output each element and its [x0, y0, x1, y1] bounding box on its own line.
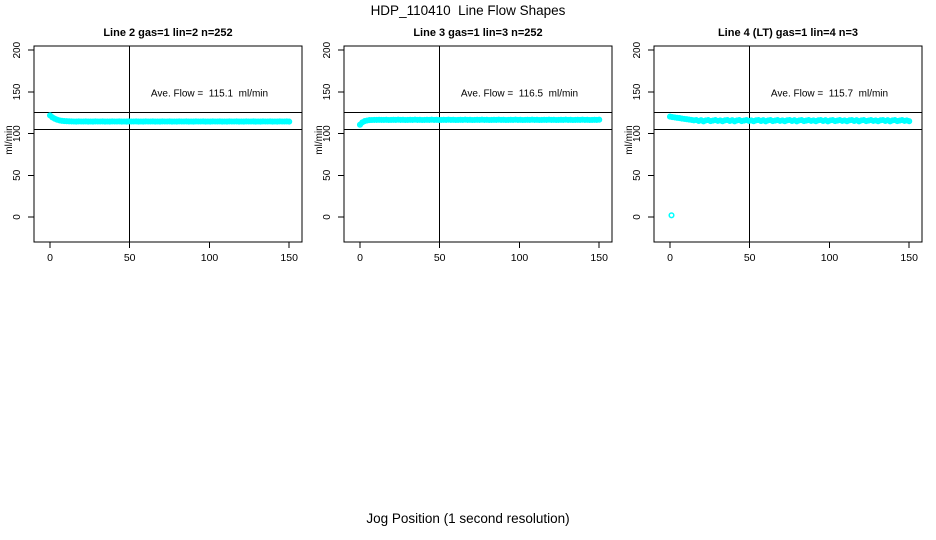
- data-point: [286, 118, 293, 125]
- panel-line3: Line 3 gas=1 lin=3 n=252 0 50 100 150 200 0 50 1…: [314, 27, 613, 264]
- y-tick-label: 200: [12, 41, 23, 58]
- y-tick-label: 50: [322, 169, 333, 181]
- panels-row: Line 2 gas=1 lin=2 n=252 0 50 100 150 200 0 50 1…: [0, 22, 936, 278]
- x-tick-label: 150: [900, 252, 918, 264]
- y-tick-label: 200: [322, 41, 333, 58]
- y-axis-label: ml/min: [624, 125, 635, 154]
- y-axis-label: ml/min: [314, 125, 325, 154]
- y-tick-label: 100: [322, 125, 333, 142]
- panel-title: Line 2 gas=1 lin=2 n=252: [103, 27, 232, 39]
- y-tick-label: 0: [12, 214, 23, 220]
- plot-box: [653, 45, 923, 243]
- x-tick-label: 100: [201, 252, 219, 264]
- y-tick-label: 50: [632, 169, 643, 181]
- y-tick-label: 50: [12, 169, 23, 181]
- data-point: [596, 116, 603, 123]
- y-tick-label: 100: [632, 125, 643, 142]
- figure-title: HDP_110410 Line Flow Shapes: [370, 3, 566, 18]
- data-point: [283, 118, 290, 125]
- y-axis-label: ml/min: [4, 125, 15, 154]
- x-tick-label: 100: [511, 252, 529, 264]
- y-tick-label: 0: [632, 214, 643, 220]
- x-tick-label: 50: [434, 252, 446, 264]
- outlier-point: [668, 212, 675, 219]
- data-point: [593, 116, 600, 123]
- panel-line2: Line 2 gas=1 lin=2 n=252 0 50 100 150 200 0 50 1…: [4, 27, 303, 264]
- y-tick-label: 150: [12, 83, 23, 100]
- plot-box: [343, 45, 613, 243]
- y-tick-label: 100: [12, 125, 23, 142]
- y-tick-label: 0: [322, 214, 333, 220]
- panel-title: Line 4 (LT) gas=1 lin=4 n=3: [718, 27, 858, 39]
- x-tick-label: 0: [667, 252, 673, 264]
- ave-flow-annotation: Ave. Flow = 115.7 ml/min: [771, 89, 888, 100]
- x-tick-label: 100: [821, 252, 839, 264]
- y-tick-label: 150: [322, 83, 333, 100]
- x-tick-label: 150: [590, 252, 608, 264]
- y-tick-label: 150: [632, 83, 643, 100]
- data-point: [906, 118, 913, 125]
- x-tick-label: 50: [744, 252, 756, 264]
- plot-box: [33, 45, 303, 243]
- ave-flow-annotation: Ave. Flow = 116.5 ml/min: [461, 89, 578, 100]
- x-tick-label: 0: [357, 252, 363, 264]
- ave-flow-annotation: Ave. Flow = 115.1 ml/min: [151, 89, 268, 100]
- x-tick-label: 0: [47, 252, 53, 264]
- y-tick-label: 200: [632, 41, 643, 58]
- panel-title: Line 3 gas=1 lin=3 n=252: [413, 27, 542, 39]
- x-tick-label: 150: [280, 252, 298, 264]
- x-tick-label: 50: [124, 252, 136, 264]
- x-axis-title: Jog Position (1 second resolution): [366, 511, 570, 526]
- panel-line4: Line 4 (LT) gas=1 lin=4 n=3 0 50 100 150 200 0…: [624, 27, 923, 264]
